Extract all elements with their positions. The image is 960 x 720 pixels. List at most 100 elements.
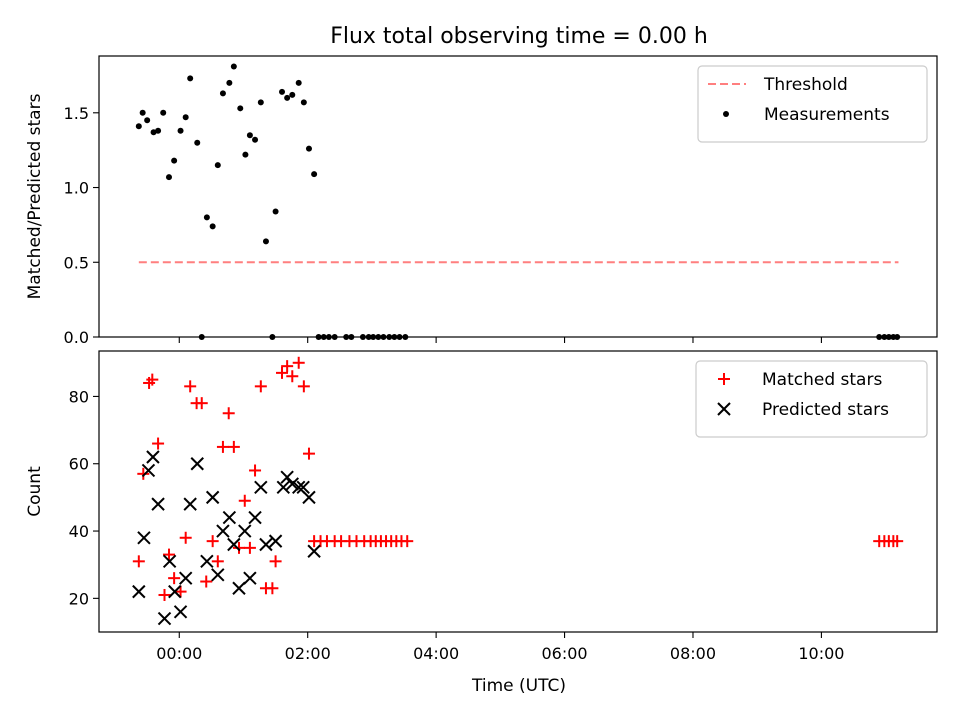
predicted-star-point — [222, 510, 237, 525]
measurement-point — [237, 105, 244, 112]
x-tick-label: 04:00 — [413, 644, 459, 663]
y-tick-label: 1.5 — [64, 104, 89, 123]
predicted-star-point — [183, 497, 197, 511]
measurement-point — [219, 90, 226, 97]
measurement-point — [305, 145, 312, 152]
measurement-point — [262, 238, 269, 245]
matched-star-point — [227, 440, 240, 453]
measurement-point — [182, 114, 189, 121]
measurement-point — [375, 334, 382, 340]
x-axis-label: Time (UTC) — [471, 676, 566, 696]
predicted-star-point — [151, 497, 165, 511]
legend-label: Measurements — [764, 105, 890, 125]
matched-star-point — [276, 366, 289, 379]
measurement-point — [198, 334, 205, 340]
measurement-point — [144, 117, 151, 124]
measurement-point — [370, 334, 377, 340]
matched-star-point — [132, 555, 145, 568]
matched-star-point — [401, 535, 414, 548]
matched-star-point — [302, 447, 315, 460]
matched-star-point — [292, 356, 305, 369]
predicted-star-point — [243, 571, 257, 585]
measurement-point — [289, 91, 296, 98]
measurement-point — [315, 334, 322, 340]
measurement-point — [139, 109, 146, 116]
legend-box — [697, 65, 928, 143]
x-tick-label: 06:00 — [542, 644, 588, 663]
y-tick-label: 0.0 — [64, 328, 89, 347]
matched-star-point — [200, 575, 213, 588]
y-axis-label: Count — [25, 466, 45, 517]
measurement-point — [155, 127, 162, 134]
legend: Matched stars Predicted stars — [695, 360, 928, 438]
matched-star-point — [179, 531, 192, 544]
matched-star-point — [891, 535, 904, 548]
y-tick-label: 60 — [69, 455, 89, 474]
y-tick-label: 1.0 — [64, 179, 89, 198]
measurement-point — [402, 334, 409, 340]
measurement-point — [325, 334, 332, 340]
top-panel: 0.0 0.5 1.0 1.5 Matched/Predicted stars Thres… — [25, 55, 938, 347]
predicted-star-point — [200, 554, 214, 569]
matched-star-point — [206, 535, 219, 548]
predicted-star-point — [238, 524, 252, 538]
matched-star-point — [286, 370, 299, 383]
legend-predicted-swatch — [717, 402, 731, 416]
matched-star-point — [162, 548, 175, 561]
predicted-star-point — [178, 571, 193, 585]
predicted-star-point — [141, 463, 156, 478]
matched-star-point — [152, 437, 165, 450]
legend-label: Threshold — [763, 75, 848, 95]
measurement-point — [300, 99, 307, 106]
predicted-star-point — [168, 584, 182, 599]
y-tick-label: 80 — [69, 387, 89, 406]
matched-star-point — [195, 397, 208, 410]
matched-star-point — [137, 467, 150, 480]
measurement-point — [177, 127, 184, 134]
x-tick-label: 08:00 — [670, 644, 716, 663]
matched-star-point — [269, 555, 282, 568]
legend-measurement-swatch — [723, 111, 729, 117]
legend-box — [695, 360, 928, 438]
predicted-star-point — [280, 470, 294, 484]
predicted-star-point — [276, 480, 291, 495]
matched-star-point — [243, 541, 256, 554]
measurement-point — [209, 223, 216, 230]
predicted-star-point — [259, 537, 273, 552]
predicted-star-point — [307, 544, 321, 558]
measurement-point — [365, 334, 372, 340]
y-tick-label: 0.5 — [64, 253, 89, 272]
measurement-point — [269, 334, 276, 340]
measurement-point — [320, 334, 327, 340]
measurement-point — [348, 334, 355, 340]
measurement-point — [135, 123, 142, 130]
predicted-star-point — [211, 568, 225, 582]
measurement-point — [214, 162, 221, 169]
matched-star-point — [232, 541, 245, 554]
measurement-point — [226, 79, 233, 86]
predicted-star-point — [173, 605, 188, 619]
legend-label: Predicted stars — [762, 400, 889, 420]
x-tick-label: 00:00 — [156, 644, 202, 663]
predicted-star-point — [190, 457, 204, 471]
measurement-point — [187, 75, 194, 82]
y-axis-label: Matched/Predicted stars — [25, 93, 45, 299]
legend: Threshold Measurements — [697, 65, 928, 143]
measurement-point — [171, 157, 178, 164]
predicted-star-point — [296, 480, 310, 495]
measurement-point — [876, 334, 883, 340]
predicted-star-point — [137, 531, 151, 545]
measurement-point — [284, 94, 291, 101]
measurement-point — [894, 334, 901, 340]
legend-label: Matched stars — [762, 370, 882, 390]
measurement-point — [279, 88, 286, 95]
measurement-point — [252, 136, 259, 143]
predicted-star-point — [132, 584, 146, 599]
matched-star-point — [184, 380, 197, 393]
x-tick-label: 10:00 — [798, 644, 844, 663]
measurement-point — [230, 63, 237, 70]
chart-title: Flux total observing time = 0.00 h — [330, 24, 708, 49]
measurement-point — [391, 334, 398, 340]
matched-star-point — [158, 588, 171, 601]
measurement-point — [311, 171, 318, 178]
